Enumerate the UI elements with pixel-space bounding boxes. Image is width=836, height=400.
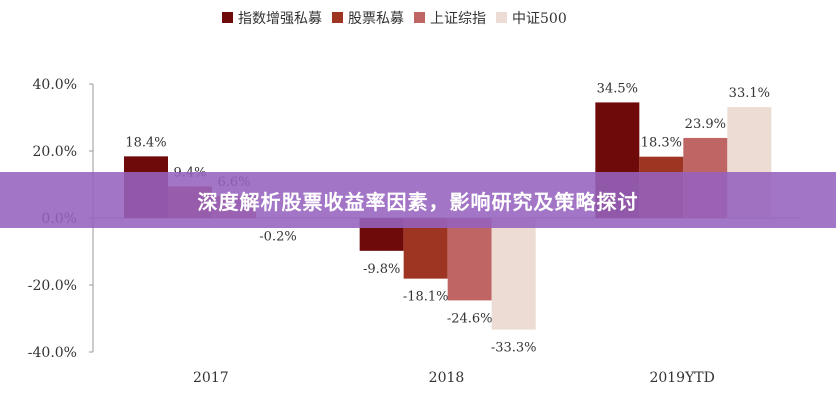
legend-swatch-3	[496, 12, 507, 23]
legend-swatch-0	[222, 12, 233, 23]
legend-label-2: 上证综指	[430, 11, 486, 27]
x-tick-label: 2017	[193, 370, 229, 386]
data-label: -18.1%	[403, 290, 449, 305]
data-label: -24.6%	[447, 311, 493, 326]
bar-2018-3	[491, 218, 536, 330]
y-tick-label: -40.0%	[28, 345, 77, 361]
data-label: 18.4%	[125, 135, 166, 150]
y-tick-label: 40.0%	[33, 77, 77, 93]
data-label: -9.8%	[363, 262, 400, 277]
data-label: -33.3%	[491, 341, 537, 356]
title-banner: 深度解析股票收益率因素，影响研究及策略探讨	[0, 172, 836, 228]
bar-2018-2	[447, 218, 492, 301]
y-tick-label: 20.0%	[33, 144, 77, 160]
data-label: 34.5%	[597, 81, 638, 96]
legend-label-0: 指数增强私募	[238, 11, 322, 27]
legend-label-1: 股票私募	[348, 11, 404, 27]
data-label: -0.2%	[259, 230, 296, 245]
data-label: 18.3%	[641, 136, 682, 151]
legend-label-3: 中证500	[512, 11, 567, 27]
data-label: 33.1%	[729, 86, 770, 101]
data-label: 23.9%	[685, 117, 726, 132]
banner-title: 深度解析股票收益率因素，影响研究及策略探讨	[197, 189, 639, 214]
x-tick-label: 2018	[429, 370, 465, 386]
legend-swatch-1	[332, 12, 343, 23]
legend-swatch-2	[414, 12, 425, 23]
x-tick-label: 2019YTD	[649, 370, 714, 386]
bar-2018-1	[403, 218, 448, 279]
y-tick-label: -20.0%	[28, 278, 77, 294]
